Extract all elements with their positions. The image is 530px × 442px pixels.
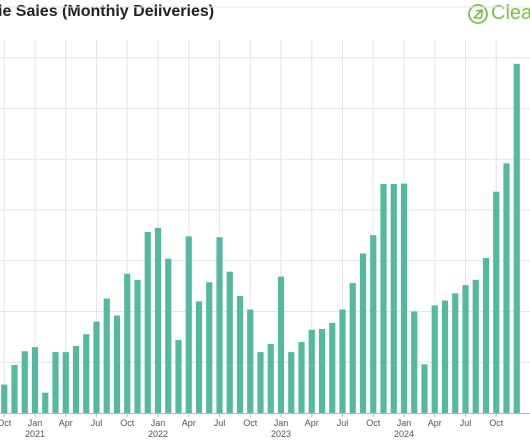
bar-2024-01 [400, 183, 408, 413]
bar-2023-06 [329, 322, 336, 413]
bar-2022-02 [165, 258, 172, 413]
x-tick-label: Oct [120, 418, 135, 428]
bar-2021-06 [83, 334, 90, 413]
bar-2024-08 [472, 279, 479, 413]
x-tick-label: Apr [182, 418, 196, 428]
x-tick-label: Jul [214, 418, 226, 428]
bar-2023-08 [349, 283, 356, 413]
bar-2024-11 [503, 163, 510, 413]
bar-2021-07 [93, 321, 100, 413]
bar-2024-12 [513, 63, 520, 414]
bar-2022-01 [154, 227, 162, 413]
bar-2023-11 [380, 184, 387, 413]
bar-2022-07 [216, 237, 223, 413]
bar-2023-01 [277, 276, 285, 413]
x-year-label: 2022 [148, 429, 168, 439]
bar-2021-10 [124, 273, 131, 413]
x-tick-label: Oct [243, 418, 258, 428]
bar-2024-07 [462, 285, 469, 413]
bar-2021-09 [113, 315, 121, 413]
x-tick-label: Jan [151, 418, 166, 428]
bar-2020-11 [11, 365, 18, 413]
bar-2022-12 [267, 343, 274, 413]
bar-2021-05 [72, 346, 80, 413]
bar-2023-10 [370, 235, 377, 413]
bar-2021-11 [134, 279, 141, 413]
x-year-label: 2021 [25, 429, 45, 439]
bar-2024-05 [441, 300, 449, 413]
brand-leaf-icon [468, 3, 488, 24]
bar-2024-10 [493, 191, 500, 413]
bar-2023-09 [359, 253, 367, 413]
x-axis-ticks: Oct Jan Apr Jul Oct Jan Apr Jul Oct Jan Apr Jul Oct J… [0, 413, 504, 439]
bar-2022-04 [185, 236, 192, 413]
bar-2021-12 [144, 231, 151, 413]
x-tick-label: Oct [489, 418, 504, 428]
bar-2021-02 [42, 392, 49, 413]
bar-2022-03 [175, 339, 182, 413]
x-year-label: 2024 [394, 429, 414, 439]
bar-2023-02 [288, 352, 295, 413]
bar-2023-12 [390, 184, 397, 413]
bar-series [1, 63, 520, 414]
bar-2023-07 [339, 309, 346, 413]
x-tick-label: Oct [0, 418, 12, 428]
bar-2023-05 [318, 328, 326, 413]
x-tick-label: Oct [366, 418, 381, 428]
x-tick-label: Jul [460, 418, 472, 428]
bar-2024-06 [452, 293, 459, 413]
bar-2022-09 [236, 296, 244, 413]
bar-2024-03 [421, 364, 428, 413]
x-tick-label: Apr [305, 418, 319, 428]
bar-2022-10 [247, 309, 254, 413]
bar-2022-06 [206, 282, 213, 413]
bar-2023-03 [298, 341, 305, 413]
grid-lines [0, 6, 530, 413]
bar-2024-09 [482, 257, 490, 413]
x-tick-label: Jan [397, 418, 412, 428]
bar-2024-04 [431, 305, 438, 413]
x-tick-label: Jul [91, 418, 103, 428]
x-year-label: 2023 [271, 429, 291, 439]
bar-2020-10 [1, 384, 8, 413]
bar-2021-04 [62, 352, 69, 413]
bar-2024-02 [411, 311, 418, 413]
bar-2021-08 [103, 298, 110, 413]
bar-2021-01 [31, 347, 39, 413]
x-tick-label: Jan [274, 418, 289, 428]
x-tick-label: Jan [28, 418, 43, 428]
bar-2022-05 [195, 301, 203, 413]
bar-2023-04 [308, 329, 315, 413]
bar-2022-08 [226, 271, 233, 413]
x-tick-label: Jul [337, 418, 349, 428]
bar-2022-11 [257, 352, 264, 413]
bar-2020-12 [21, 351, 28, 413]
x-tick-label: Apr [59, 418, 73, 428]
bar-2021-03 [52, 352, 59, 413]
x-tick-label: Apr [428, 418, 442, 428]
